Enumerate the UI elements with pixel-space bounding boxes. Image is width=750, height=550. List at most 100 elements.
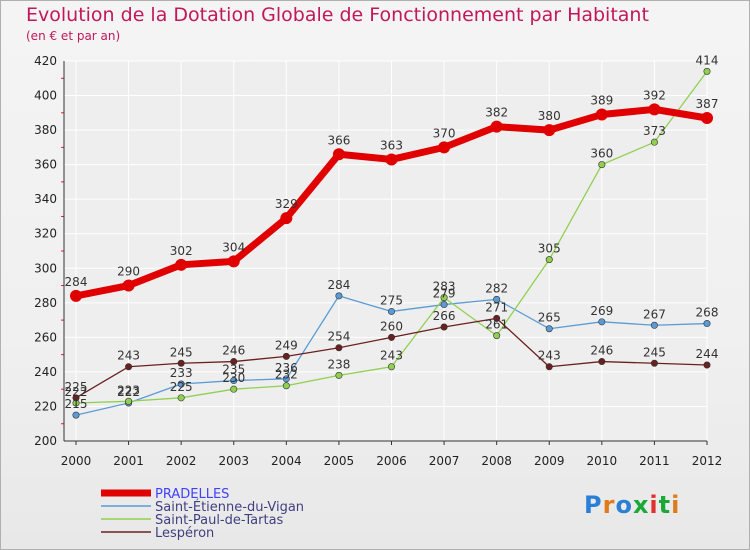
data-point [440,301,448,309]
data-point [282,352,290,360]
y-tick-label: 200 [34,434,57,448]
y-tick-label: 280 [34,296,57,310]
x-tick-label: 2003 [218,454,249,468]
data-point [230,385,238,393]
data-point [701,112,713,124]
data-point [595,108,608,121]
data-label: 389 [590,94,613,108]
data-label: 249 [275,338,298,352]
axes: 200 220 240 260 280 300 320 340 360 380 400 420 2000… [34,54,722,468]
data-label: 238 [327,357,350,371]
data-label: 268 [696,306,719,320]
data-point [493,332,501,340]
legend-label: PRADELLES [155,487,229,502]
data-point [545,256,553,264]
data-label: 235 [222,363,245,377]
data-point [282,375,290,383]
data-label: 245 [170,345,193,359]
data-point [125,363,133,371]
data-point [72,411,80,419]
chart-title: Evolution de la Dotation Globale de Fonc… [26,4,649,26]
data-point [387,307,395,315]
data-point [650,321,658,329]
data-label: 236 [275,361,298,375]
data-label: 329 [275,197,298,211]
data-label: 284 [65,275,88,289]
data-point [230,358,238,366]
data-label: 230 [222,371,245,385]
data-point [650,359,658,367]
y-tick-label: 320 [34,227,57,241]
x-tick-label: 2007 [429,454,460,468]
data-point [125,397,133,405]
plot-area [64,61,707,441]
data-label: 366 [327,133,350,147]
data-point [385,153,398,166]
data-point [650,138,658,146]
data-label: 279 [433,287,456,301]
data-point [387,333,395,341]
data-label: 222 [117,385,140,399]
x-tick-label: 2012 [692,454,723,468]
data-point [598,358,606,366]
proxiti-logo: Proxiti [584,491,680,519]
legend-label: Saint-Paul-de-Tartas [155,513,284,528]
data-point [703,361,711,369]
grid-lines [64,60,708,442]
chart-subtitle: (en € et par an) [26,29,121,43]
data-label: 254 [327,330,350,344]
y-tick-label: 240 [34,365,57,379]
data-label: 290 [117,265,140,279]
x-tick-label: 2009 [534,454,565,468]
y-tick-label: 340 [34,192,57,206]
data-label: 215 [65,397,88,411]
data-label: 246 [222,344,245,358]
data-label: 269 [590,304,613,318]
data-point [227,255,240,268]
data-point [545,325,553,333]
logo-letter: P [584,491,603,519]
legend-label: Saint-Étienne-du-Vigan [155,499,304,515]
data-label: 232 [275,368,298,382]
y-tick-label: 380 [34,123,57,137]
x-tick-label: 2011 [639,454,670,468]
data-point [177,359,185,367]
y-tick-label: 400 [34,89,57,103]
y-tick-label: 360 [34,158,57,172]
data-label: 283 [433,280,456,294]
data-label: 243 [380,349,403,363]
series-lines [70,67,713,419]
data-label: 225 [170,380,193,394]
data-label: 233 [170,366,193,380]
data-point [493,295,501,303]
y-tick-label: 300 [34,261,57,275]
data-point [177,394,185,402]
data-point [648,103,661,116]
x-tick-label: 2004 [271,454,302,468]
data-label: 302 [170,244,193,258]
y-tick-label: 260 [34,330,57,344]
data-label: 284 [327,278,350,292]
data-label: 265 [538,311,561,325]
logo-letter: o [615,491,633,519]
x-tick-label: 2006 [376,454,407,468]
data-point [335,344,343,352]
data-label: 246 [590,344,613,358]
data-point [175,258,188,271]
data-label: 225 [65,380,88,394]
x-tick-label: 2008 [481,454,512,468]
data-label: 271 [485,300,508,314]
data-point [70,289,82,302]
x-tick-label: 2002 [166,454,197,468]
logo-letter: i [649,491,659,519]
data-point [490,120,503,133]
data-labels: 284 290 302 304 329 366 363 370 382 380 389 392 387 2… [65,53,719,411]
data-label: 244 [696,347,719,361]
data-label: 382 [485,106,508,120]
legend: PRADELLESSaint-Étienne-du-ViganSaint-Pau… [101,487,304,541]
logo-letter: x [632,491,650,519]
data-point [545,363,553,371]
x-tick-label: 2010 [587,454,618,468]
data-label: 222 [65,385,88,399]
